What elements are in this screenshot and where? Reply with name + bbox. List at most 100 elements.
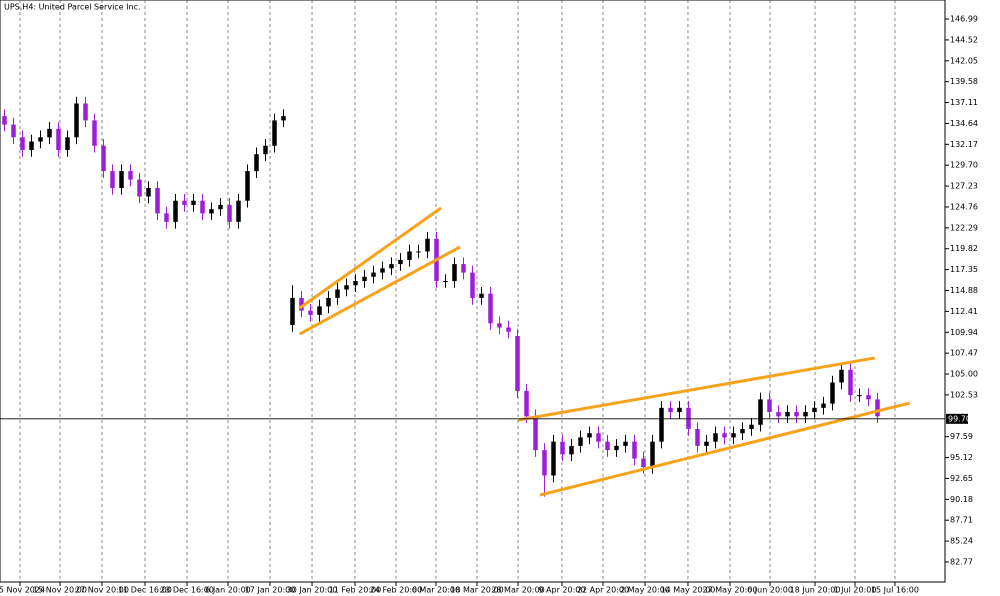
candle-body <box>11 124 16 138</box>
y-tick-label: 95.12 <box>950 453 973 462</box>
y-tick-label: 127.23 <box>950 182 978 191</box>
candle-body <box>803 412 808 417</box>
candle-body <box>2 116 7 125</box>
trend-line <box>539 401 911 497</box>
candle-body <box>461 264 466 273</box>
x-tick-label: 6 Jan 20:00 <box>205 586 251 595</box>
y-tick-label: 124.76 <box>950 202 978 211</box>
candle-body <box>641 458 646 468</box>
candle-body <box>776 412 781 417</box>
candle-body <box>821 403 826 408</box>
y-tick-label: 105.00 <box>950 370 978 379</box>
candle-body <box>407 251 412 260</box>
x-tick-label: 1 Jul 20:00 <box>834 586 877 595</box>
candle-body <box>20 137 25 150</box>
y-tick-label: 139.58 <box>950 77 978 86</box>
trend-line <box>298 245 461 336</box>
x-tick-label: 22 Apr 20:00 <box>577 586 629 595</box>
chart-title: UPS,H4: United Parcel Service Inc. <box>4 3 141 12</box>
candle-body <box>569 445 574 455</box>
candle-body <box>47 128 52 138</box>
candle-body <box>236 200 241 222</box>
candle-body <box>245 171 250 201</box>
candle-body <box>155 188 160 214</box>
candle-body <box>533 416 538 451</box>
y-tick-label: 146.99 <box>950 15 978 24</box>
candle-body <box>353 281 358 286</box>
y-tick-label: 85.24 <box>950 537 973 546</box>
candle-body <box>290 297 295 325</box>
x-tick-label: 18 Mar 20:00 <box>450 586 503 595</box>
x-tick-label: 11 Dec 16:00 <box>118 586 172 595</box>
y-tick-label: 107.47 <box>950 349 978 358</box>
x-tick-label: 18 Jun 20:00 <box>790 586 841 595</box>
x-tick-label: 30 Jan 20:00 <box>287 586 338 595</box>
candle-body <box>164 213 169 222</box>
candle-body <box>479 293 484 298</box>
x-tick-label: 11 Feb 20:00 <box>329 586 381 595</box>
y-tick-label: 102.53 <box>950 390 978 399</box>
candle-body <box>371 272 376 277</box>
last-price-box <box>946 413 968 424</box>
y-tick-label: 137.11 <box>950 98 978 107</box>
candle-body <box>137 179 142 197</box>
candle-body <box>344 285 349 290</box>
x-tick-label: 6 Jun 20:00 <box>747 586 793 595</box>
x-tick-label: 27 Nov 20:00 <box>75 586 129 595</box>
y-tick-label: 132.17 <box>950 140 978 149</box>
candle-body <box>317 306 322 315</box>
candle-body <box>542 450 547 476</box>
candle-body <box>614 445 619 451</box>
x-tick-label: 24 Feb 20:00 <box>370 586 422 595</box>
x-tick-label: 27 May 20:00 <box>703 586 758 595</box>
y-tick-label: 87.71 <box>950 516 973 525</box>
candle-body <box>416 251 421 253</box>
y-tick-label: 122.29 <box>950 223 978 232</box>
candle-body <box>659 407 664 442</box>
candle-body <box>704 441 709 446</box>
candle-body <box>425 238 430 252</box>
candle-body <box>551 441 556 476</box>
candle-body <box>335 289 340 298</box>
candle-body <box>587 433 592 438</box>
candle-body <box>848 369 853 396</box>
y-tick-label: 142.05 <box>950 56 978 65</box>
candle-body <box>227 204 232 222</box>
candle-body <box>128 171 133 180</box>
candle-body <box>101 145 106 172</box>
candle-body <box>524 390 529 417</box>
candle-body <box>830 382 835 404</box>
candle-body <box>623 441 628 446</box>
candle-body <box>38 137 43 142</box>
y-tick-label: 129.70 <box>950 161 978 170</box>
y-tick-label: 119.82 <box>950 244 978 253</box>
candle-body <box>695 428 700 446</box>
candle-body <box>749 424 754 429</box>
y-tick-label: 134.64 <box>950 119 978 128</box>
candle-body <box>875 399 880 417</box>
candle-body <box>497 323 502 328</box>
candle-body <box>200 200 205 214</box>
candle-body <box>857 395 862 397</box>
candle-body <box>785 412 790 417</box>
candle-body <box>668 407 673 413</box>
y-tick-label: 112.41 <box>950 307 978 316</box>
x-tick-label: 9 Apr 20:00 <box>538 586 585 595</box>
last-price-label: 99.70 <box>948 414 971 423</box>
y-tick-label: 92.65 <box>950 474 973 483</box>
y-tick-label: 90.18 <box>950 495 973 504</box>
y-tick-label: 117.35 <box>950 265 978 274</box>
candle-body <box>866 395 871 400</box>
candle-body <box>605 441 610 451</box>
candle-body <box>74 103 79 138</box>
candle-body <box>731 433 736 438</box>
candle-body <box>398 259 403 265</box>
candle-body <box>218 204 223 210</box>
y-tick-label: 109.94 <box>950 328 978 337</box>
candle-body <box>488 293 493 324</box>
candle-body <box>740 428 745 434</box>
candle-body <box>452 264 457 282</box>
y-tick-label: 82.77 <box>950 557 973 566</box>
candle-body <box>812 407 817 413</box>
candle-body <box>281 116 286 121</box>
